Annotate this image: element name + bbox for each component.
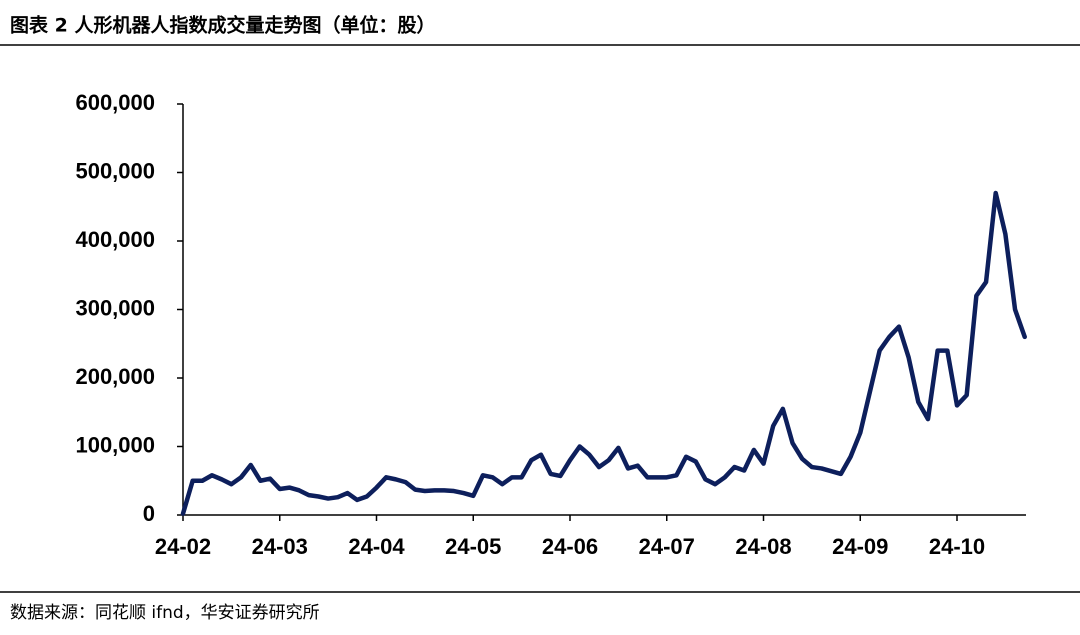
x-tick-label: 24-05 [445, 534, 501, 559]
y-tick-label: 100,000 [75, 432, 155, 457]
y-tick-label: 300,000 [75, 295, 155, 320]
x-tick-label: 24-07 [639, 534, 695, 559]
y-tick-label: 0 [143, 501, 155, 526]
source-note: 数据来源：同花顺 ifnd，华安证券研究所 [10, 603, 320, 623]
x-tick-label: 24-04 [348, 534, 405, 559]
x-tick-label: 24-03 [252, 534, 308, 559]
x-tick-label: 24-08 [735, 534, 791, 559]
y-tick-label: 600,000 [75, 90, 155, 115]
y-tick-label: 500,000 [75, 158, 155, 183]
x-tick-label: 24-10 [929, 534, 985, 559]
data-line [180, 190, 1027, 516]
x-tick-label: 24-09 [832, 534, 888, 559]
x-tick-label: 24-06 [542, 534, 598, 559]
chart-title: 图表 2 人形机器人指数成交量走势图（单位：股） [10, 14, 435, 37]
y-tick-label: 400,000 [75, 227, 155, 252]
x-tick-label: 24-02 [155, 534, 211, 559]
y-tick-label: 200,000 [75, 364, 155, 389]
